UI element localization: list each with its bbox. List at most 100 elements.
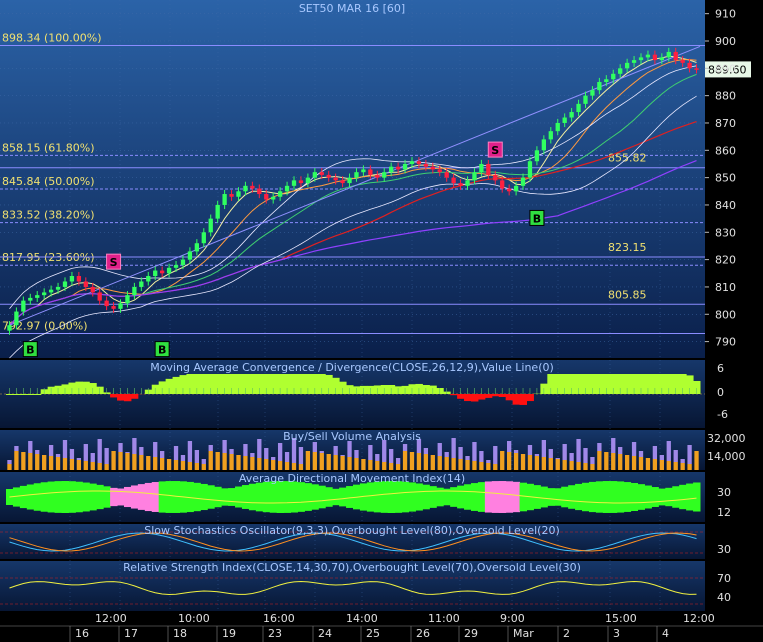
candle <box>548 131 553 140</box>
adx-area <box>283 481 292 513</box>
adx-area <box>103 486 111 508</box>
macd-bar <box>318 374 326 394</box>
candle <box>416 161 422 164</box>
volume-sell-bar <box>659 455 664 460</box>
adx-area <box>339 487 347 507</box>
candle <box>611 73 616 80</box>
candle <box>69 276 75 282</box>
volume-sell-bar <box>569 453 574 461</box>
candle <box>430 166 435 170</box>
macd-bar <box>470 394 479 402</box>
date-label: 17 <box>124 627 138 640</box>
macd-bar <box>207 374 215 394</box>
adx-area <box>75 481 83 513</box>
volume-sell-bar <box>62 440 68 458</box>
volume-buy-bar <box>271 460 276 470</box>
adx-area <box>276 481 285 513</box>
candle <box>555 122 560 132</box>
volume-sell-bar <box>312 442 317 452</box>
macd-bar <box>512 394 521 405</box>
macd-bar <box>602 374 611 394</box>
candle <box>222 194 227 205</box>
volume-sell-bar <box>97 439 102 463</box>
candle <box>139 281 144 287</box>
volume-sell-bar <box>597 443 602 451</box>
volume-sell-bar <box>382 440 387 462</box>
candle <box>534 150 540 162</box>
volume-sell-bar <box>153 442 158 457</box>
volume-buy-bar <box>666 461 671 470</box>
macd-bar <box>609 374 618 394</box>
volume-buy-bar <box>257 458 262 470</box>
band-line <box>9 65 697 310</box>
macd-bar <box>561 374 569 394</box>
macd-bar <box>672 374 680 394</box>
adx-area <box>82 482 90 512</box>
buy-signal <box>22 341 38 358</box>
adx-area <box>658 488 666 506</box>
candle <box>590 90 595 96</box>
volume-sell-bar <box>451 438 456 458</box>
volume-buy-bar <box>513 453 519 470</box>
candle <box>680 60 685 63</box>
volume-buy-bar <box>83 461 88 470</box>
adx-area <box>686 483 694 511</box>
volume-buy-bar <box>21 452 26 470</box>
candle <box>520 177 526 186</box>
volume-sell-bar <box>139 447 144 455</box>
volume-buy-bar <box>187 462 193 470</box>
adx-area <box>214 486 222 508</box>
volume-buy-bar <box>236 455 241 470</box>
adx-area <box>33 483 42 511</box>
date-label: 26 <box>416 627 430 640</box>
adx-area <box>561 486 569 508</box>
candle <box>472 172 477 181</box>
adx-area <box>380 481 389 513</box>
volume-sell-bar <box>611 438 616 453</box>
adx-area <box>332 488 340 506</box>
macd-bar <box>644 374 652 394</box>
volume-buy-bar <box>153 457 158 470</box>
adx-area <box>325 487 333 507</box>
adx-area <box>477 482 486 512</box>
adx-area <box>89 483 97 511</box>
signal-label: B <box>533 212 541 225</box>
macd-bar <box>82 381 90 394</box>
macd-bar <box>283 374 292 394</box>
volume-buy-bar <box>382 462 387 470</box>
date-label: 29 <box>464 627 478 640</box>
volume-buy-bar <box>42 455 47 470</box>
candle <box>215 204 220 219</box>
volume-buy-bar <box>541 457 547 470</box>
macd-bar <box>12 394 21 395</box>
volume-buy-bar <box>395 464 401 470</box>
volume-buy-bar <box>125 453 130 470</box>
volume-buy-bar <box>361 459 366 470</box>
candle <box>479 163 484 173</box>
adx-area <box>193 482 201 512</box>
macd-bar <box>221 374 229 394</box>
candle <box>583 95 588 104</box>
volume-buy-bar <box>562 460 567 470</box>
candle <box>284 185 290 192</box>
adx-area <box>68 481 76 513</box>
volume-buy-bar <box>416 453 422 470</box>
volume-buy-bar <box>638 457 644 470</box>
time-label: 12:00 <box>683 612 715 625</box>
volume-buy-bar <box>7 464 12 470</box>
candle <box>631 60 637 63</box>
adx-area <box>498 481 507 513</box>
adx-area <box>151 482 160 512</box>
adx-area <box>470 483 479 511</box>
stoch-title: Slow Stochastics Oscillator(9,3,3),Overb… <box>144 524 560 537</box>
candle <box>375 174 380 178</box>
adx-area <box>623 482 632 512</box>
candle <box>437 169 442 173</box>
volume-sell-bar <box>180 455 186 461</box>
candle <box>236 191 241 197</box>
candle <box>493 174 498 181</box>
y-tick-label: 790 <box>715 336 736 349</box>
candle <box>382 172 387 178</box>
trend-line <box>9 45 701 326</box>
